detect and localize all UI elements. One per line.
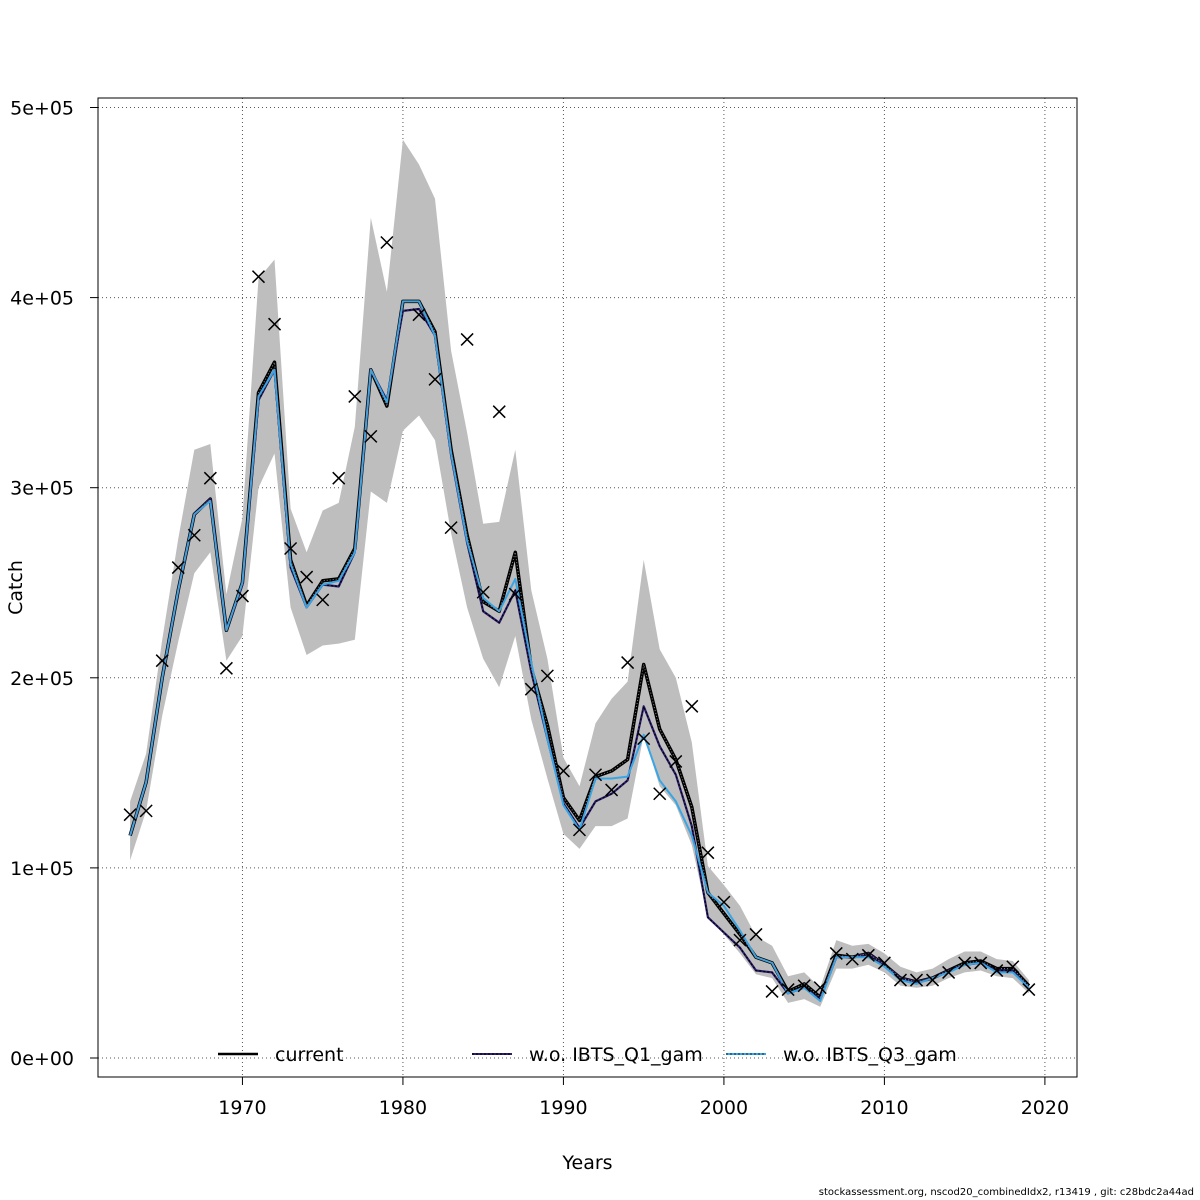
x-tick-label: 1990: [539, 1097, 587, 1119]
observation-marker: [669, 754, 683, 768]
observation-marker: [284, 541, 298, 556]
observation-marker: [508, 587, 522, 601]
observation-marker: [139, 804, 153, 818]
observation-marker: [829, 946, 843, 960]
observation-marker: [701, 846, 715, 860]
observation-marker: [1022, 983, 1036, 997]
y-tick-label: 1e+05: [10, 858, 74, 880]
observation-marker: [893, 973, 907, 987]
observation-marker: [813, 981, 827, 995]
observation-marker: [621, 656, 635, 670]
y-axis: 0e+00 1e+05 2e+05 3e+05 4e+05 5e+05: [10, 98, 98, 1070]
confidence-band-area: [130, 139, 1029, 1007]
observation-marker: [187, 528, 201, 542]
observation-marker: [332, 471, 346, 485]
x-tick-label: 2000: [700, 1097, 748, 1119]
confidence-band: [130, 139, 1029, 1007]
observation-marker: [251, 270, 266, 284]
y-axis-label: Catch: [5, 560, 27, 615]
observation-marker: [958, 956, 972, 970]
observation-marker: [572, 823, 587, 837]
observation-marker: [717, 895, 731, 909]
observation-marker: [235, 589, 249, 603]
observation-marker: [909, 973, 924, 987]
observation-marker: [781, 983, 795, 997]
observation-marker: [155, 654, 169, 668]
legend: current w.o. IBTS_Q1_gam w.o. IBTS_Q3_gam: [218, 1044, 957, 1066]
legend-label-3: w.o. IBTS_Q3_gam: [783, 1044, 957, 1066]
observation-marker: [637, 732, 651, 746]
observation-marker: [348, 389, 362, 403]
observation-marker: [685, 699, 699, 713]
observation-marker: [364, 429, 378, 443]
observation-marker: [861, 948, 875, 962]
observation-marker: [219, 661, 233, 675]
observation-marker: [268, 317, 282, 331]
observation-marker: [380, 235, 394, 250]
y-tick-label: 0e+00: [10, 1048, 74, 1070]
observation-marker: [765, 984, 779, 998]
y-tick-label: 5e+05: [10, 98, 74, 120]
observation-marker: [412, 308, 426, 322]
x-axis: 1970 1980 1990 2000 2010 2020: [218, 1077, 1069, 1119]
y-tick-label: 4e+05: [10, 288, 74, 310]
x-axis-label: Years: [561, 1152, 612, 1174]
x-tick-label: 1970: [218, 1097, 266, 1119]
observation-marker: [974, 956, 988, 970]
observation-marker: [1006, 960, 1020, 974]
observation-marker: [588, 768, 603, 782]
observation-marker: [123, 808, 137, 822]
observation-markers: [123, 235, 1036, 998]
observation-marker: [556, 764, 570, 778]
observation-marker: [990, 964, 1004, 978]
x-tick-label: 2010: [860, 1097, 908, 1119]
observation-marker: [926, 973, 940, 987]
legend-label-1: current: [275, 1044, 344, 1066]
observation-marker: [524, 682, 538, 696]
observation-marker: [316, 593, 330, 607]
x-tick-label: 1980: [379, 1097, 427, 1119]
observation-marker: [203, 471, 217, 485]
observation-marker: [797, 979, 811, 993]
x-tick-label: 2020: [1021, 1097, 1069, 1119]
observation-marker: [540, 669, 554, 683]
observation-marker: [845, 952, 859, 966]
observation-marker: [444, 521, 458, 535]
y-tick-label: 2e+05: [10, 668, 74, 690]
footer-caption: stockassessment.org, nscod20_combinedIdx…: [818, 1187, 1194, 1198]
observation-marker: [749, 927, 763, 941]
observation-marker: [428, 372, 442, 386]
y-tick-label: 3e+05: [10, 478, 74, 500]
series-line-current-dots: [129, 300, 1030, 999]
observation-marker: [300, 570, 314, 584]
observation-marker: [877, 956, 891, 970]
plot-frame: [97, 97, 1078, 1078]
observation-marker: [492, 405, 506, 419]
observation-marker: [942, 965, 956, 979]
observation-marker: [476, 585, 490, 599]
observation-marker: [605, 783, 619, 797]
observation-marker: [171, 561, 185, 575]
observation-marker: [460, 332, 474, 346]
observation-marker: [653, 787, 667, 801]
observation-marker: [733, 933, 747, 947]
legend-label-2: w.o. IBTS_Q1_gam: [529, 1044, 703, 1066]
